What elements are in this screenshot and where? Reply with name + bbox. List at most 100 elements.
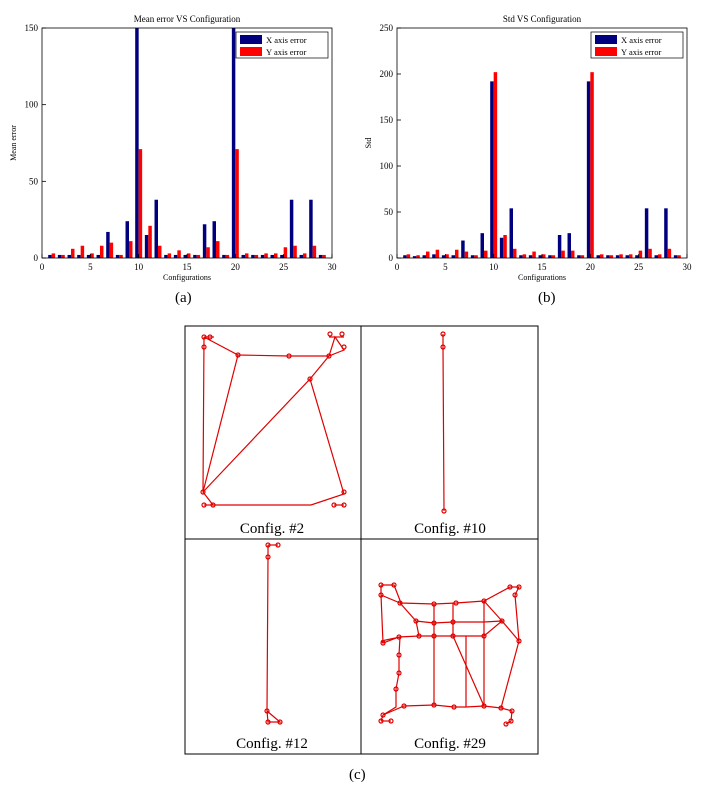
- chart2-bars: [403, 72, 681, 258]
- chart1-bar-s1-c27: [299, 254, 303, 258]
- chart2-bar-s1-c14: [528, 255, 533, 258]
- chart1-bar-s1-c17: [202, 224, 207, 258]
- chart1-bar-s2-c19: [225, 254, 230, 258]
- chart2-bar-s2-c2: [416, 255, 420, 258]
- chart1-xtick-label-5: 5: [88, 262, 93, 272]
- chart1-bar-s2-c10: [138, 149, 143, 258]
- config-12-caption: Config. #12: [236, 736, 308, 752]
- chart2-xtick-label-0: 0: [395, 262, 400, 272]
- chart2-bar-s1-c7: [461, 240, 465, 258]
- chart1-title: Mean error VS Configuration: [134, 14, 241, 24]
- subfigure-label-c: (c): [349, 767, 366, 783]
- chart2-ytick-label-100: 100: [380, 161, 394, 171]
- chart2-bar-s2-c28: [667, 248, 672, 258]
- chart1-bar-s1-c5: [86, 254, 91, 258]
- chart2-bar-s2-c16: [551, 255, 556, 258]
- chart2-bar-s1-c6: [451, 255, 455, 258]
- chart2-bar-s2-c23: [619, 254, 623, 258]
- chart2-bar-s2-c11: [503, 235, 507, 258]
- chart2-bar-s1-c1: [403, 255, 407, 258]
- chart2-legend-label-2: Y axis error: [621, 47, 661, 57]
- chart2-bar-s1-c3: [422, 255, 426, 258]
- chart2-bar-s2-c12: [513, 248, 517, 258]
- chart2-bar-s1-c5: [441, 255, 446, 258]
- std-chart: Std VS Configuration 0 5 10 15 20 25 30 0 50 100 15…: [364, 14, 692, 282]
- chart1-bar-s1-c16: [193, 254, 197, 258]
- chart1-bar-s1-c13: [164, 254, 168, 258]
- chart1-bar-s2-c29: [322, 254, 326, 258]
- chart2-bar-s2-c25: [638, 250, 643, 258]
- chart1-ylabel: Mean error: [9, 125, 18, 161]
- chart2-bar-s1-c16: [548, 255, 552, 258]
- chart1-bar-s1-c1: [48, 254, 52, 258]
- config-10-caption: Config. #10: [414, 521, 486, 537]
- chart1-bar-s1-c15: [183, 254, 187, 258]
- config-12-network: [264, 542, 283, 725]
- chart1-legend-swatch-2: [240, 47, 262, 56]
- chart2-xtick-label-10: 10: [489, 262, 499, 272]
- chart2-bar-s2-c15: [542, 254, 546, 258]
- chart1-bar-s2-c18: [216, 241, 220, 258]
- chart1-bar-s1-c10: [135, 28, 139, 258]
- chart2-xtick-label-5: 5: [443, 262, 448, 272]
- chart2-bar-s1-c25: [635, 255, 639, 258]
- chart2-bar-s1-c29: [673, 255, 678, 258]
- chart2-legend-swatch-1: [595, 35, 617, 44]
- chart1-bar-s2-c24: [274, 253, 278, 258]
- chart1-bar-s1-c19: [222, 254, 226, 258]
- chart1-bar-s1-c23: [260, 254, 265, 258]
- chart1-bar-s1-c28: [309, 199, 313, 258]
- chart1-bar-s2-c4: [80, 245, 85, 258]
- chart2-bar-s1-c9: [480, 233, 484, 258]
- chart2-bar-s1-c10: [490, 81, 494, 258]
- chart1-legend-label-2: Y axis error: [266, 47, 306, 57]
- chart1-bar-s1-c6: [96, 254, 100, 258]
- chart1-bar-s1-c14: [173, 254, 178, 258]
- chart2-bar-s1-c11: [499, 237, 504, 258]
- chart2-xtick-label-25: 25: [634, 262, 644, 272]
- chart1-bar-s2-c7: [109, 242, 114, 258]
- chart2-bar-s2-c4: [435, 249, 440, 258]
- chart2-bar-s2-c19: [580, 255, 585, 258]
- config-2-network: [200, 331, 347, 508]
- chart1-bar-s1-c2: [57, 254, 62, 258]
- chart1-bar-s1-c20: [231, 28, 236, 258]
- chart1-ytick-label-100: 100: [25, 100, 39, 110]
- chart2-bar-s1-c2: [412, 256, 417, 258]
- chart1-bar-s2-c21: [245, 253, 249, 258]
- chart1-bar-s2-c13: [167, 253, 172, 258]
- chart2-ytick-label-0: 0: [389, 253, 394, 263]
- chart1-bar-s2-c5: [90, 253, 94, 258]
- chart1-bar-s2-c27: [303, 253, 307, 258]
- chart2-bar-s2-c20: [590, 72, 594, 258]
- config-29-caption: Config. #29: [414, 736, 486, 752]
- chart1-bar-s2-c20: [235, 149, 239, 258]
- chart2-bar-s1-c21: [596, 255, 600, 258]
- chart1-bar-s1-c8: [115, 254, 120, 258]
- chart2-bar-s2-c14: [532, 251, 536, 258]
- config-10-network: [440, 331, 447, 514]
- chart1-bar-s2-c25: [283, 247, 288, 258]
- chart1-bar-s1-c3: [67, 254, 71, 258]
- config-29-network: [378, 582, 522, 727]
- chart2-legend-label-1: X axis error: [621, 35, 662, 45]
- chart1-bar-s2-c22: [254, 254, 259, 258]
- chart2-bar-s1-c18: [567, 233, 571, 258]
- chart2-plot-area: [396, 27, 688, 259]
- chart1-bar-s1-c18: [212, 221, 216, 258]
- chart1-xtick-label-10: 10: [134, 262, 144, 272]
- chart2-xlabel: Configurations: [518, 273, 566, 282]
- chart1-bar-s2-c28: [312, 245, 317, 258]
- chart2-bar-s1-c27: [654, 255, 658, 258]
- chart1-ytick-label-50: 50: [29, 176, 39, 186]
- chart1-bar-s1-c21: [241, 254, 245, 258]
- mean-error-chart: Mean error VS Configuration 0 5 10 15 20 25 30 0…: [9, 14, 337, 282]
- chart1-bar-s2-c14: [177, 250, 181, 258]
- chart2-bar-s2-c18: [571, 250, 575, 258]
- chart1-xlabel: Configurations: [163, 273, 211, 282]
- chart2-bar-s2-c24: [629, 254, 633, 258]
- chart1-bar-s2-c12: [158, 245, 162, 258]
- chart2-bar-s2-c22: [609, 255, 614, 258]
- chart2-bar-s1-c13: [519, 255, 523, 258]
- config-2-caption: Config. #2: [240, 521, 304, 537]
